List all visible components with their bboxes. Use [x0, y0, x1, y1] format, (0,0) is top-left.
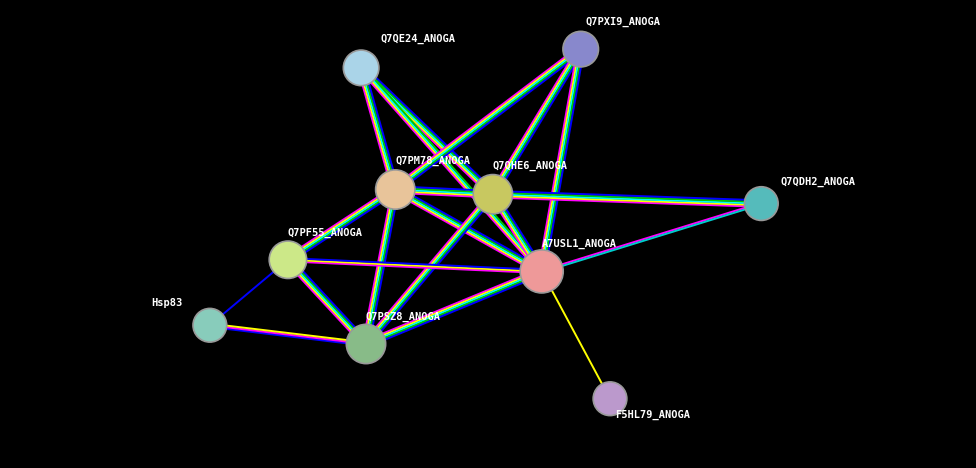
Text: Q7QHE6_ANOGA: Q7QHE6_ANOGA: [493, 161, 568, 171]
Ellipse shape: [376, 170, 415, 209]
Text: Hsp83: Hsp83: [151, 298, 183, 308]
Text: Q7QDH2_ANOGA: Q7QDH2_ANOGA: [781, 177, 856, 187]
Text: Q7PF55_ANOGA: Q7PF55_ANOGA: [288, 227, 363, 238]
Ellipse shape: [473, 175, 512, 214]
Ellipse shape: [745, 187, 778, 220]
Ellipse shape: [563, 31, 598, 67]
Ellipse shape: [520, 250, 563, 293]
Text: A7USL1_ANOGA: A7USL1_ANOGA: [542, 239, 617, 249]
Text: Q7QE24_ANOGA: Q7QE24_ANOGA: [381, 34, 456, 44]
Text: F5HL79_ANOGA: F5HL79_ANOGA: [615, 410, 690, 420]
Ellipse shape: [269, 241, 306, 278]
Ellipse shape: [346, 324, 386, 364]
Text: Q7PXI9_ANOGA: Q7PXI9_ANOGA: [586, 16, 661, 27]
Ellipse shape: [344, 50, 379, 86]
Ellipse shape: [593, 382, 627, 416]
Ellipse shape: [193, 308, 226, 342]
Text: Q7PSZ8_ANOGA: Q7PSZ8_ANOGA: [366, 312, 441, 322]
Text: Q7PM78_ANOGA: Q7PM78_ANOGA: [395, 156, 470, 166]
